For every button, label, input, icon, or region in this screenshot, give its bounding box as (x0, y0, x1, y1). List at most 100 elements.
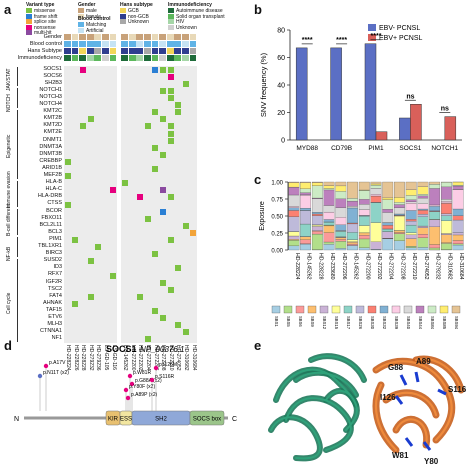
exposure-segment (288, 245, 300, 251)
mutation-cell (152, 66, 159, 73)
legend-swatch (319, 305, 329, 314)
legend-swatch (120, 19, 126, 25)
annotation-cell (151, 34, 159, 40)
exposure-segment (441, 186, 452, 200)
annotation-cell (121, 34, 128, 40)
annotation-cell (166, 41, 174, 47)
exposure-segment (441, 201, 452, 204)
legend-label: non-GCB (128, 13, 149, 20)
legend-item: Artificial (78, 28, 104, 34)
mutation-cell (160, 66, 166, 73)
exposure-segment (405, 199, 417, 202)
exposure-segment (300, 210, 311, 225)
exposure-segment (417, 237, 429, 248)
exposure-segment (335, 185, 347, 192)
exposure-segment (358, 209, 370, 216)
annotation-cell (64, 55, 71, 61)
exposure-segment (382, 199, 394, 210)
annotation-cell (144, 48, 151, 54)
exposure-segment (323, 219, 335, 223)
exposure-segment (441, 234, 452, 243)
exposure-segment (452, 181, 464, 186)
exposure-segment (347, 198, 358, 202)
legend-item: frame shift (26, 14, 57, 20)
legend-label: SBS9 (310, 316, 315, 327)
legend-swatch (168, 8, 174, 14)
annotation-cell (182, 48, 189, 54)
residue-label: G88 (388, 363, 404, 372)
mutation-cell (64, 201, 71, 208)
legend-swatch (78, 27, 84, 33)
exposure-segment (347, 200, 358, 207)
exposure-segment (323, 244, 335, 251)
legend-swatch (439, 305, 449, 314)
domain-label: KIR (108, 417, 119, 423)
mutation-cell (167, 194, 174, 201)
legend-swatch (391, 305, 401, 314)
annotation-cell (128, 55, 136, 61)
legend-item: GCB (120, 8, 139, 14)
exposure-segment (417, 181, 429, 187)
legend-swatch (368, 24, 376, 31)
legend-swatch (295, 305, 305, 314)
annotation-cell (182, 34, 189, 40)
exposure-segment (370, 188, 382, 195)
exposure-segment (300, 188, 311, 193)
annotation-cell (159, 48, 166, 54)
exposure-segment (347, 242, 358, 245)
exposure-segment (405, 210, 417, 220)
exposure-segment (452, 244, 464, 251)
y-tick-label: 0 (281, 138, 285, 145)
legend-swatch (168, 19, 174, 25)
group-label: Cell cycle (6, 292, 12, 315)
annotation-cell (71, 55, 79, 61)
green-chain-highlight (270, 416, 321, 460)
mutation-cell (80, 66, 86, 73)
mutation-cell (152, 144, 159, 151)
exposure-segment (417, 195, 429, 199)
exposure-segment (429, 219, 441, 228)
orange-chain-highlight (374, 360, 453, 442)
annotation-cell (159, 34, 166, 40)
exposure-segment (370, 202, 382, 223)
legend-label: SBS30 (370, 316, 375, 330)
exposure-segment (417, 234, 429, 238)
exposure-segment (300, 236, 311, 240)
gene-label: MLH3 (47, 321, 62, 328)
annotation-cell (128, 48, 136, 54)
exposure-segment (323, 221, 335, 226)
exposure-segment (382, 222, 394, 226)
exposure-segment (347, 239, 358, 242)
legend-swatch (26, 13, 32, 19)
legend-item: Unknown (120, 19, 149, 25)
exposure-segment (323, 225, 335, 233)
mutation-cell (110, 272, 117, 279)
legend-title: Variant type (26, 2, 55, 8)
gene-label: ID3 (53, 264, 62, 271)
mutation-dot (123, 387, 129, 393)
residue-label: Y80 (424, 457, 439, 466)
exposure-segment (417, 213, 429, 217)
exposure-segment (382, 181, 394, 199)
annotation-cell (109, 48, 117, 54)
sample-label: HD-228228 (317, 253, 323, 280)
exposure-segment (300, 223, 311, 237)
residue-stick (404, 437, 414, 447)
annotation-cell (151, 55, 159, 61)
mutation-cell (152, 109, 159, 116)
mutation-cell (167, 73, 174, 80)
exposure-segment (417, 203, 429, 210)
annotation-cell (86, 41, 94, 47)
mutation-cell (95, 244, 102, 251)
legend-swatch (367, 305, 377, 314)
exposure-segment (394, 213, 405, 216)
mutation-cell (160, 87, 166, 94)
exposure-segment (429, 188, 441, 206)
mutation-cell (182, 80, 189, 87)
exposure-segment (417, 194, 429, 197)
signature-exposure-chart: 0.00 0.25 0.50 0.75 1.00 Exposure HD-228224 HD-… (259, 181, 464, 330)
exposure-segment (405, 203, 417, 211)
legend-label: SBS32 (382, 316, 387, 330)
exposure-segment (452, 234, 464, 241)
legend-swatch (355, 305, 365, 314)
